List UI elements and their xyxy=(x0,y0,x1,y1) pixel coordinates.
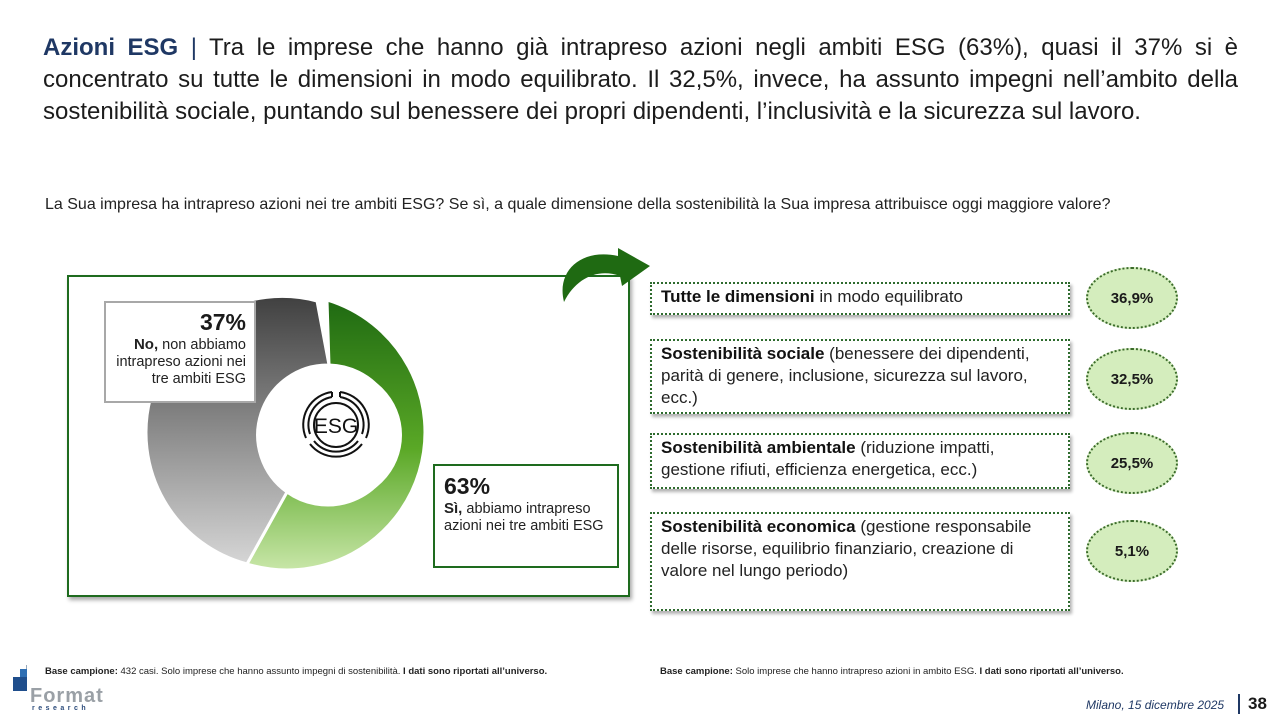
esg-icon: ESG xyxy=(302,391,370,458)
page-headline: Azioni ESG | Tra le imprese che hanno gi… xyxy=(43,32,1238,128)
pct-economic: 5,1% xyxy=(1086,520,1178,582)
yes-label-text: abbiamo intrapreso azioni nei tre ambiti… xyxy=(444,501,604,534)
footer-date: Milano, 15 dicembre 2025 xyxy=(1086,698,1225,712)
label-no: 37% No, non abbiamo intrapreso azioni ne… xyxy=(104,301,256,403)
svg-text:ESG: ESG xyxy=(314,415,358,438)
headline-title: Azioni ESG xyxy=(43,34,179,61)
option-social: Sostenibilità sociale (benessere dei dip… xyxy=(650,339,1070,414)
pct-social: 32,5% xyxy=(1086,348,1178,410)
format-research-logo: Format research xyxy=(8,665,118,715)
pct-environmental: 25,5% xyxy=(1086,432,1178,494)
option-economic: Sostenibilità economica (gestione respon… xyxy=(650,512,1070,611)
curved-arrow-icon xyxy=(562,248,650,302)
headline-text: Tra le imprese che hanno già intrapreso … xyxy=(43,34,1239,125)
no-label-bold: No, xyxy=(133,336,159,353)
headline-separator: | xyxy=(190,34,197,61)
yes-percentage: 63% xyxy=(444,473,491,499)
footnote-left: Base campione: 432 casi. Solo imprese ch… xyxy=(45,666,548,677)
no-percentage: 37% xyxy=(199,309,246,335)
label-yes: 63% Sì, abbiamo intrapreso azioni nei tr… xyxy=(433,464,619,568)
option-environmental: Sostenibilità ambientale (riduzione impa… xyxy=(650,433,1070,489)
yes-label-bold: Sì, xyxy=(444,500,463,517)
page-number: 38 xyxy=(1248,694,1267,713)
no-label-text: non abbiamo intrapreso azioni nei tre am… xyxy=(116,337,246,387)
survey-question: La Sua impresa ha intrapreso azioni nei … xyxy=(45,196,1111,213)
footnote-right: Base campione: Solo imprese che hanno in… xyxy=(660,666,1124,677)
footer-separator xyxy=(1238,694,1240,714)
pct-all-dimensions: 36,9% xyxy=(1086,267,1178,329)
option-all-dimensions: Tutte le dimensioni in modo equilibrato xyxy=(650,282,1070,315)
donut-chart-panel: ESG 37% No, non abbiamo intrapreso azion… xyxy=(67,275,630,597)
